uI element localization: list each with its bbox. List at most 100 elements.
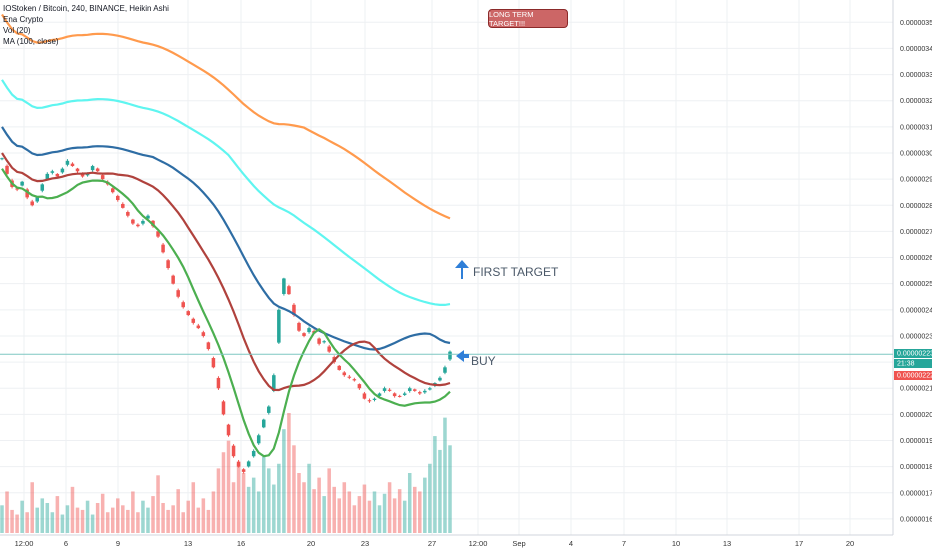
volume-bar (332, 486, 336, 533)
candle-body (186, 311, 191, 316)
candle-body (131, 219, 135, 224)
candle-body (70, 163, 75, 167)
volume-bar (196, 507, 201, 533)
volume-bar (121, 505, 125, 533)
candle-body (0, 158, 4, 160)
volume-bar (261, 456, 266, 533)
candle-body (45, 173, 50, 180)
volume-bar (317, 477, 321, 533)
long-term-target-label: LONG TERM TARGET!!! (488, 9, 568, 28)
candle-body (241, 469, 246, 472)
x-tick-label: 6 (64, 539, 68, 548)
x-tick-label: Sep (512, 539, 525, 548)
candle-body (126, 212, 130, 216)
x-tick-label: 4 (569, 539, 573, 548)
candle-body (418, 392, 422, 394)
candle-body (362, 393, 367, 399)
candle-body (166, 260, 170, 268)
volume-bar (221, 452, 226, 533)
indicator-volume[interactable]: Vol (20) (3, 26, 31, 35)
candle-body (387, 389, 392, 391)
candle-body (100, 175, 105, 180)
candle-body (216, 377, 221, 389)
volume-bar (387, 482, 392, 533)
x-tick-label: 9 (116, 539, 120, 548)
volume-bar (151, 496, 155, 533)
candle-body (5, 165, 9, 174)
volume-bar (297, 473, 301, 533)
candle-body (90, 166, 95, 171)
volume-bar (337, 498, 342, 533)
volume-bar (433, 436, 437, 533)
volume-bar (327, 468, 331, 533)
candle-body (35, 197, 39, 202)
volume-bar (292, 445, 296, 533)
candle-body (20, 181, 24, 186)
candle-body (282, 278, 286, 294)
volume-bar (75, 507, 80, 533)
candle-body (438, 377, 442, 381)
candle-body (246, 461, 251, 467)
indicator-ma[interactable]: MA (100, close) (3, 37, 59, 46)
x-tick-label: 20 (307, 539, 315, 548)
volume-bar (382, 493, 387, 533)
candle-body (206, 342, 211, 350)
volume-bar (407, 473, 412, 533)
candle-body (55, 173, 60, 177)
candle-body (428, 388, 432, 390)
candle-body (402, 393, 407, 395)
candle-body (80, 173, 85, 177)
candle-body (171, 275, 175, 284)
candle-body (372, 398, 377, 400)
candle-body (196, 325, 201, 329)
candle-body (337, 365, 342, 370)
indicator-ena-crypto[interactable]: Ena Crypto (3, 15, 44, 24)
candle-body (95, 168, 100, 172)
volume-bar (100, 493, 105, 533)
volume-bar (372, 491, 377, 533)
volume-bar (201, 498, 206, 533)
candle-body (156, 231, 160, 237)
volume-bar (307, 463, 311, 533)
volume-bar (146, 507, 150, 533)
candle-body (347, 376, 352, 378)
last-price-tag-bg (894, 349, 932, 358)
x-tick-label: 17 (795, 539, 803, 548)
volume-bar (256, 491, 261, 533)
last-price-tag: 0.00000223 (897, 351, 932, 358)
candle-body (85, 173, 90, 176)
volume-bar (25, 512, 29, 533)
volume-bar (191, 482, 196, 533)
countdown-tag-bg (894, 359, 932, 368)
candle-body (181, 302, 185, 308)
volume-bar (110, 507, 115, 533)
candle-body (397, 395, 402, 397)
volume-bar (241, 473, 246, 533)
volume-bar (267, 468, 271, 533)
volume-bar (367, 500, 372, 533)
candle-body (317, 338, 321, 344)
candle-body (261, 419, 266, 428)
volume-bar (20, 500, 24, 533)
candle-body (25, 189, 29, 198)
candle-body (211, 358, 216, 368)
volume-bar (171, 505, 175, 533)
volume-bar (15, 514, 19, 533)
candle-body (367, 400, 372, 402)
volume-bar (397, 489, 402, 533)
candle-body (201, 332, 206, 336)
candle-body (136, 224, 140, 227)
candle-body (322, 341, 326, 343)
candle-body (297, 322, 301, 331)
volume-bar (312, 489, 316, 533)
volume-bar (392, 498, 397, 533)
countdown-tag: 21:38 (897, 361, 915, 368)
volume-bar (342, 482, 347, 533)
